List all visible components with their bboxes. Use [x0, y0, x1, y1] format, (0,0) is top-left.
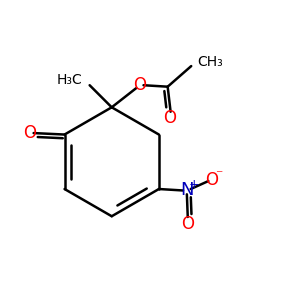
Text: O: O: [206, 171, 218, 189]
Text: CH₃: CH₃: [197, 55, 223, 69]
Text: O: O: [23, 124, 36, 142]
Text: ⁻: ⁻: [215, 168, 222, 182]
Text: O: O: [181, 215, 194, 233]
Text: O: O: [133, 76, 146, 94]
Text: O: O: [164, 109, 176, 127]
Text: H₃C: H₃C: [56, 73, 82, 87]
Text: +: +: [189, 178, 200, 191]
Text: N: N: [180, 182, 194, 200]
